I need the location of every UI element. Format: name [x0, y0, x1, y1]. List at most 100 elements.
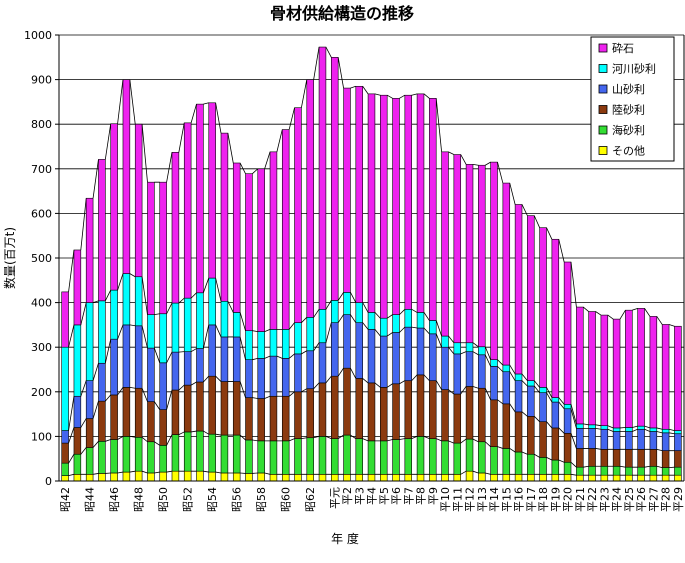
- bar-segment: [527, 453, 535, 475]
- bar-segment: [539, 421, 547, 458]
- bar-segment: [85, 302, 94, 381]
- x-tick-label: 平元: [329, 487, 342, 509]
- y-tick-label: 400: [31, 297, 52, 310]
- bar-segment: [343, 314, 351, 369]
- bar-segment: [380, 335, 388, 388]
- bar-segment: [159, 181, 167, 315]
- bar-segment: [196, 348, 204, 383]
- bar-segment: [208, 102, 216, 279]
- bar-segment: [625, 309, 633, 428]
- bar-segment: [281, 129, 290, 330]
- bar-segment: [539, 227, 547, 388]
- bar-segment: [416, 93, 425, 313]
- x-tick-label: 平28: [660, 487, 673, 512]
- bar-segment: [588, 474, 596, 482]
- bar-segment: [502, 371, 511, 405]
- bar-segment: [588, 465, 596, 476]
- bar-segment: [465, 438, 474, 472]
- bar-segment: [465, 351, 474, 387]
- bar-segment: [159, 409, 167, 446]
- series-0: [61, 470, 682, 482]
- bar-segment: [576, 306, 584, 425]
- bar-segment: [281, 358, 290, 397]
- bar-segment: [134, 436, 143, 472]
- bar-segment: [220, 472, 229, 482]
- bar-segment: [478, 441, 486, 474]
- bar-segment: [661, 324, 670, 430]
- bar-segment: [478, 346, 486, 356]
- bar-segment: [98, 300, 106, 364]
- bar-segment: [514, 451, 523, 475]
- series-connector-line: [68, 314, 675, 435]
- bar-segment: [73, 474, 82, 482]
- bar-segment: [269, 355, 278, 397]
- y-tick-label: 600: [31, 207, 52, 220]
- legend-label: 海砂利: [612, 123, 645, 137]
- x-tick-label: 昭50: [157, 487, 170, 512]
- x-tick-label: 平14: [488, 487, 501, 512]
- bar-segment: [612, 449, 621, 467]
- x-tick-label: 平20: [562, 487, 575, 512]
- bar-segment: [514, 474, 523, 482]
- x-tick-label: 平18: [537, 487, 550, 512]
- bar-segment: [380, 317, 388, 337]
- bar-segment: [318, 436, 327, 475]
- bar-segment: [588, 448, 596, 467]
- bar-segment: [134, 470, 143, 482]
- bar-segment: [576, 466, 584, 476]
- x-tick-label: 平24: [611, 487, 624, 512]
- bar-segment: [392, 383, 400, 440]
- bar-segment: [625, 449, 633, 468]
- bar-segment: [257, 168, 265, 332]
- bar-segment: [134, 123, 143, 278]
- bar-segment: [649, 316, 658, 429]
- bar-segment: [478, 472, 486, 482]
- bar-segment: [392, 332, 400, 385]
- bar-segment: [465, 386, 474, 440]
- bar-segment: [294, 353, 302, 393]
- y-tick-label: 800: [31, 118, 52, 131]
- x-tick-label: 平27: [647, 487, 660, 512]
- x-tick-label: 昭54: [206, 487, 219, 512]
- series-1: [61, 430, 682, 476]
- x-tick-label: 平7: [402, 487, 415, 505]
- bar-segment: [416, 327, 425, 376]
- bar-segment: [257, 358, 265, 399]
- bar-segment: [85, 474, 94, 482]
- bar-segment: [73, 324, 82, 397]
- bar-segment: [563, 408, 572, 434]
- bar-segment: [269, 440, 278, 475]
- bar-segment: [98, 473, 106, 482]
- bar-segment: [429, 474, 437, 482]
- x-tick-label: 平17: [525, 487, 538, 512]
- x-tick-labels: 昭42 昭44 昭46 昭48 昭50 昭52 昭54 昭56 昭58 昭60 昭62 平元 平2 平3 平…: [59, 487, 685, 512]
- bar-segment: [441, 151, 449, 337]
- bar-segment: [306, 388, 314, 439]
- bar-segment: [527, 474, 535, 482]
- bar-segment: [527, 380, 535, 387]
- bar-segment: [208, 433, 216, 473]
- bar-segment: [502, 364, 511, 373]
- bar-segment: [514, 411, 523, 453]
- bar-segment: [478, 387, 486, 443]
- bar-segment: [232, 336, 241, 382]
- bar-segment: [453, 474, 462, 482]
- bar-segment: [539, 474, 547, 482]
- bar-segment: [551, 474, 560, 482]
- bar-segment: [674, 450, 682, 468]
- bar-segment: [527, 385, 535, 417]
- bar-segment: [171, 302, 180, 353]
- bar-segment: [61, 430, 69, 444]
- bar-segment: [183, 384, 192, 433]
- bar-segment: [637, 308, 645, 427]
- bar-segment: [527, 215, 535, 381]
- bar-segment: [73, 249, 82, 326]
- bar-segment: [331, 322, 339, 377]
- bar-segment: [551, 238, 560, 398]
- bar-segment: [147, 441, 155, 474]
- bar-segment: [649, 465, 658, 476]
- bar-segment: [85, 380, 94, 419]
- x-tick-label: 平22: [586, 487, 599, 512]
- bar-segment: [245, 330, 253, 360]
- bar-segment: [429, 320, 437, 335]
